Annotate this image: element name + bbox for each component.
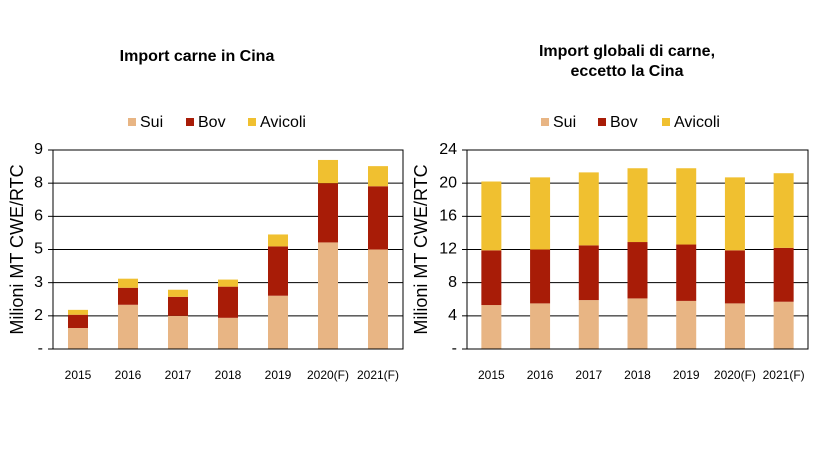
bar-segment — [368, 249, 388, 349]
y-tick-label: 24 — [439, 141, 457, 158]
legend-label: Sui — [140, 114, 163, 131]
x-tick-label: 2017 — [165, 368, 192, 382]
bar-segment — [724, 177, 745, 251]
legend-swatch — [541, 118, 549, 126]
bar-segment — [218, 317, 238, 349]
bar-segment — [627, 242, 648, 299]
legend-swatch — [186, 118, 194, 126]
legend-swatch — [248, 118, 256, 126]
legend-swatch — [598, 118, 606, 126]
y-tick-label: 8 — [34, 174, 43, 191]
bar-segment — [218, 286, 238, 318]
chart-title: Import carne in Cina — [120, 48, 275, 65]
x-tick-label: 2017 — [575, 368, 602, 382]
y-tick-label: 3 — [34, 274, 43, 291]
bar-segment — [676, 244, 697, 301]
bar-segment — [578, 172, 599, 246]
bar-segment — [68, 327, 88, 349]
legend-swatch — [128, 118, 136, 126]
x-tick-label: 2019 — [265, 368, 292, 382]
bar-segment — [268, 234, 288, 247]
x-tick-label: 2016 — [115, 368, 142, 382]
y-tick-label: 12 — [439, 241, 457, 258]
bar-segment — [118, 287, 138, 305]
bar-segment — [676, 168, 697, 245]
y-tick-label: 2 — [34, 307, 43, 324]
bar-segment — [168, 289, 188, 297]
bar-segment — [773, 173, 794, 248]
bar-segment — [481, 305, 502, 349]
plot-frame — [52, 149, 404, 350]
y-axis-label: Milioni MT CWE/RTC — [7, 164, 27, 334]
y-tick-label: - — [452, 340, 457, 357]
bar-segment — [118, 278, 138, 288]
bar-segment — [530, 249, 551, 304]
bar-segment — [627, 168, 648, 243]
bar-segment — [530, 303, 551, 349]
bar-segment — [318, 159, 338, 184]
x-tick-label: 2021(F) — [357, 368, 399, 382]
x-tick-label: 2016 — [527, 368, 554, 382]
x-tick-label: 2018 — [215, 368, 242, 382]
legend-label: Bov — [198, 114, 226, 131]
bar-segment — [578, 300, 599, 349]
bar-segment — [368, 186, 388, 250]
y-tick-label: 16 — [439, 208, 457, 225]
bar-segment — [368, 166, 388, 187]
bar-segment — [268, 295, 288, 349]
x-tick-label: 2018 — [624, 368, 651, 382]
bar-segment — [118, 304, 138, 349]
legend-label: Avicoli — [260, 114, 306, 131]
legend-label: Bov — [610, 114, 638, 131]
bar-segment — [773, 247, 794, 302]
x-tick-label: 2015 — [65, 368, 92, 382]
bar-segment — [218, 279, 238, 287]
x-tick-label: 2020(F) — [307, 368, 349, 382]
bar-segment — [530, 177, 551, 250]
x-tick-label: 2019 — [673, 368, 700, 382]
bar-segment — [481, 181, 502, 251]
x-tick-label: 2020(F) — [714, 368, 756, 382]
x-tick-label: 2015 — [478, 368, 505, 382]
legend-label: Sui — [553, 114, 576, 131]
legend-label: Avicoli — [674, 114, 720, 131]
bar-segment — [724, 250, 745, 304]
y-tick-label: 6 — [34, 208, 43, 225]
bar-segment — [773, 301, 794, 349]
y-tick-label: 20 — [439, 174, 457, 191]
bar-segment — [724, 303, 745, 349]
y-tick-label: 9 — [34, 141, 43, 158]
chart-title: Import globali di carne, — [539, 43, 715, 60]
y-tick-label: - — [38, 340, 43, 357]
bar-segment — [676, 300, 697, 349]
bar-segment — [68, 309, 88, 315]
bar-segment — [168, 296, 188, 316]
bar-segment — [168, 315, 188, 349]
bar-segment — [268, 246, 288, 296]
bar-segment — [627, 298, 648, 349]
plot-frame — [466, 149, 809, 350]
y-axis-label: Milioni MT CWE/RTC — [411, 164, 431, 334]
chart-title: eccetto la Cina — [571, 63, 684, 80]
y-tick-label: 4 — [448, 307, 457, 324]
legend-swatch — [662, 118, 670, 126]
y-tick-label: 5 — [34, 241, 43, 258]
x-tick-label: 2021(F) — [763, 368, 805, 382]
y-tick-label: 8 — [448, 274, 457, 291]
bar-segment — [68, 314, 88, 328]
bar-segment — [318, 242, 338, 349]
bar-segment — [578, 245, 599, 301]
bar-segment — [481, 250, 502, 306]
bar-segment — [318, 183, 338, 243]
